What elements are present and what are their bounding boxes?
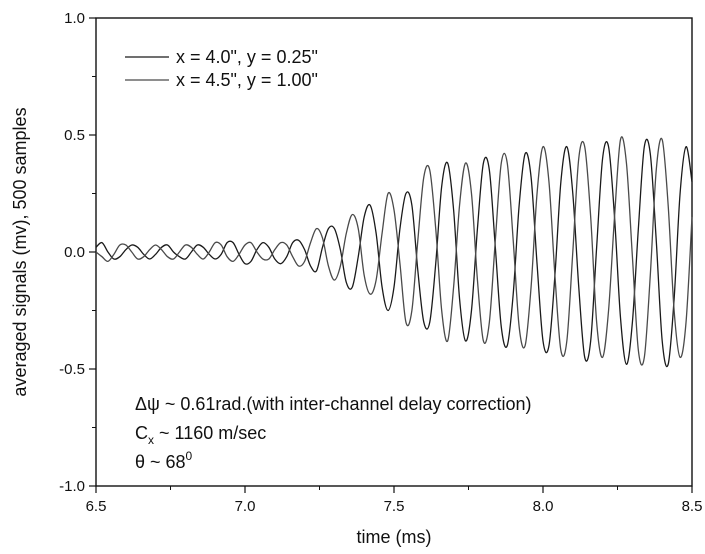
- y-tick-label: -0.5: [59, 361, 85, 378]
- x-tick-label: 6.5: [86, 498, 107, 515]
- series-line-2: [95, 136, 693, 366]
- annotations: Δψ ~ 0.61rad.(with inter-channel delay c…: [135, 394, 532, 472]
- annotation-angle: θ ~ 680: [135, 449, 193, 472]
- y-tick-label: -1.0: [59, 478, 85, 495]
- y-tick-label: 1.0: [64, 10, 85, 27]
- series-layer: [95, 136, 693, 368]
- annotation-speed: Cx ~ 1160 m/sec: [135, 423, 266, 447]
- y-axis-title: averaged signals (mv), 500 samples: [10, 107, 30, 396]
- x-tick-label: 7.0: [235, 498, 256, 515]
- legend-label-1: x = 4.0", y = 0.25": [176, 47, 318, 67]
- y-tick-label: 0.0: [64, 244, 85, 261]
- x-axis: 6.5 7.0 7.5 8.0 8.5: [86, 486, 703, 515]
- y-tick-label: 0.5: [64, 127, 85, 144]
- y-axis: -1.0 -0.5 0.0 0.5 1.0: [59, 10, 96, 495]
- x-tick-label: 8.0: [533, 498, 554, 515]
- annotation-phase: Δψ ~ 0.61rad.(with inter-channel delay c…: [135, 394, 532, 414]
- x-axis-title: time (ms): [357, 527, 432, 547]
- x-tick-label: 8.5: [682, 498, 703, 515]
- legend-label-2: x = 4.5", y = 1.00": [176, 70, 318, 90]
- x-tick-label: 7.5: [384, 498, 405, 515]
- legend: x = 4.0", y = 0.25" x = 4.5", y = 1.00": [125, 47, 318, 90]
- series-line-1: [95, 138, 693, 368]
